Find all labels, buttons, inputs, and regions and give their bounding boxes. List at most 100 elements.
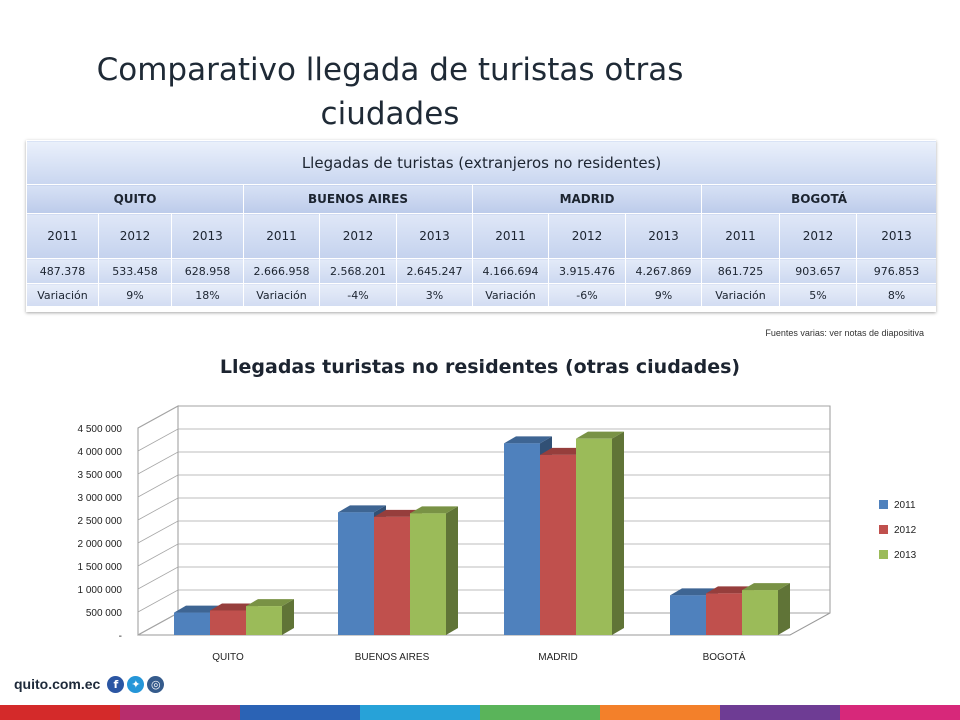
source-note: Fuentes varias: ver notas de diapositiva (765, 328, 924, 338)
bar-side (446, 506, 458, 635)
value-cell: 2.666.958 (243, 258, 320, 284)
bar-top (338, 505, 386, 513)
chart-title: Llegadas turistas no residentes (otras c… (219, 356, 741, 378)
y-tick-label: 3 500 000 (78, 470, 123, 481)
bar-bogotá-2011 (670, 595, 706, 635)
y-tick-label: 2 500 000 (78, 516, 123, 527)
values-row: 487.378 533.458 628.958 2.666.958 2.568.201 2… (26, 258, 938, 284)
logo-text: quito.com.ec (14, 676, 101, 692)
bar-quito-2012 (210, 610, 246, 635)
year-cell: 2012 (319, 213, 397, 259)
arrivals-table-grid: Llegadas de turistas (extranjeros no res… (25, 140, 938, 307)
bar-chart: - 500 000 1 000 000 1 500 000 2 000 000 2 500… (78, 405, 917, 663)
bar-top (576, 431, 624, 439)
bar-buenos-aires-2012 (374, 516, 410, 635)
value-cell: 4.267.869 (625, 258, 702, 284)
footer-color-stripes (0, 705, 960, 720)
variation-row: Variación 9% 18% Variación -4% 3% Variación -6%… (26, 283, 938, 307)
legend-label: 2012 (894, 525, 917, 536)
bar-top (504, 436, 552, 444)
value-cell: 4.166.694 (472, 258, 549, 284)
y-tick-label: 3 000 000 (78, 493, 123, 504)
variation-cell: 18% (171, 283, 244, 307)
stripe-4 (480, 705, 600, 720)
bar-quito-2011 (174, 612, 210, 635)
y-tick-label: 4 000 000 (78, 447, 123, 458)
variation-cell: -4% (319, 283, 397, 307)
year-cell: 2011 (26, 213, 99, 259)
y-tick-label: 1 500 000 (78, 562, 123, 573)
bar-bogotá-2013 (742, 590, 778, 635)
year-cell: 2011 (701, 213, 780, 259)
gridline (137, 405, 830, 429)
x-tick-label: BUENOS AIRES (355, 652, 430, 663)
page-title: Comparativo llegada de turistas otras ci… (96, 52, 684, 132)
facebook-icon[interactable]: f (107, 675, 125, 693)
bar-top (246, 599, 294, 607)
y-tick-label: 500 000 (86, 608, 123, 619)
bar-side (282, 599, 294, 635)
variation-cell: -6% (548, 283, 626, 307)
year-cell: 2012 (548, 213, 626, 259)
bar-side (612, 431, 624, 635)
legend-swatch (879, 500, 888, 509)
legend-label: 2013 (894, 550, 917, 561)
city-header-0: QUITO (26, 184, 244, 214)
legend-label: 2011 (894, 500, 916, 511)
bar-top (410, 506, 458, 514)
stripe-2 (240, 705, 360, 720)
value-cell: 2.568.201 (319, 258, 397, 284)
value-cell: 3.915.476 (548, 258, 626, 284)
city-header-3: BOGOTÁ (700, 184, 938, 214)
year-cell: 2013 (625, 213, 702, 259)
stripe-1 (120, 705, 240, 720)
gridline (137, 428, 830, 452)
stripe-6 (720, 705, 840, 720)
value-cell: 861.725 (701, 258, 780, 284)
variation-cell: Variación (26, 283, 99, 307)
variation-cell: 8% (855, 283, 938, 307)
year-cell: 2012 (779, 213, 857, 259)
value-cell: 976.853 (855, 258, 938, 284)
bar-madrid-2012 (540, 454, 576, 635)
value-cell: 2.645.247 (396, 258, 473, 284)
variation-cell: 9% (625, 283, 702, 307)
bar-quito-2013 (246, 606, 282, 635)
value-cell: 487.378 (26, 258, 99, 284)
city-header-1: BUENOS AIRES (243, 184, 473, 214)
year-cell: 2011 (243, 213, 320, 259)
stripe-7 (840, 705, 960, 720)
table-header: Llegadas de turistas (extranjeros no res… (25, 140, 938, 185)
value-cell: 533.458 (98, 258, 172, 284)
bar-side (778, 583, 790, 635)
variation-cell: 5% (779, 283, 857, 307)
stripe-3 (360, 705, 480, 720)
y-tick-label: - (119, 631, 122, 642)
variation-cell: 3% (396, 283, 473, 307)
bar-bogotá-2012 (706, 593, 742, 635)
stripe-0 (0, 705, 120, 720)
bar-buenos-aires-2013 (410, 513, 446, 635)
instagram-icon[interactable]: ◎ (147, 675, 165, 693)
city-header-2: MADRID (472, 184, 702, 214)
year-cell: 2013 (171, 213, 244, 259)
year-row: 2011 2012 2013 2011 2012 2013 2011 2012 2013 2011… (26, 213, 938, 259)
year-cell: 2013 (396, 213, 473, 259)
stripe-5 (600, 705, 720, 720)
variation-cell: Variación (243, 283, 320, 307)
y-tick-label: 1 000 000 (78, 585, 123, 596)
variation-cell: Variación (701, 283, 780, 307)
footer-logo: quito.com.ec f ✦ ◎ (14, 673, 165, 695)
x-tick-label: QUITO (212, 652, 244, 663)
table-header-row: Llegadas de turistas (extranjeros no res… (25, 140, 938, 185)
x-tick-label: MADRID (538, 652, 577, 663)
bar-top (742, 583, 790, 591)
twitter-icon[interactable]: ✦ (127, 675, 145, 693)
y-tick-label: 2 000 000 (78, 539, 123, 550)
y-tick-label: 4 500 000 (78, 424, 123, 435)
x-tick-label: BOGOTÁ (703, 650, 746, 663)
arrivals-table: Llegadas de turistas (extranjeros no res… (25, 140, 938, 312)
legend-swatch (879, 525, 888, 534)
legend-swatch (879, 550, 888, 559)
year-cell: 2012 (98, 213, 172, 259)
